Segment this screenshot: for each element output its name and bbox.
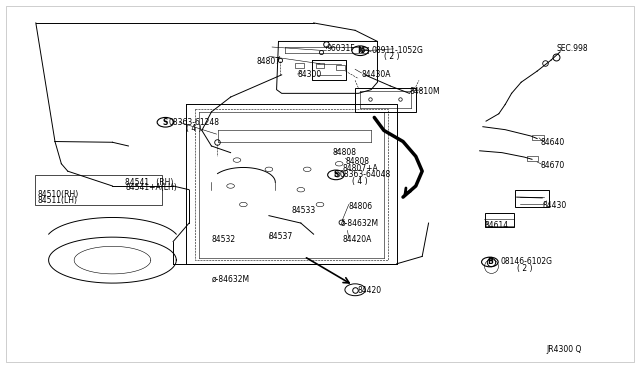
Bar [484, 213, 514, 227]
Text: 96031F: 96031F [326, 44, 355, 53]
Text: ( 4 ): ( 4 ) [186, 124, 202, 133]
Text: 84537: 84537 [269, 231, 293, 241]
Bar [527, 156, 538, 161]
Text: 84430: 84430 [542, 201, 566, 210]
Text: 84420A: 84420A [342, 235, 372, 244]
Text: 84541   (RH): 84541 (RH) [125, 178, 173, 187]
Text: N: N [357, 46, 364, 55]
Text: 84640: 84640 [540, 138, 564, 147]
Text: JR4300 Q: JR4300 Q [547, 345, 582, 354]
Text: 84806: 84806 [349, 202, 373, 211]
Bar [316, 62, 324, 68]
Text: 84541+A(LH): 84541+A(LH) [125, 183, 177, 192]
Text: 84670: 84670 [540, 161, 564, 170]
Text: S: S [333, 170, 339, 179]
Text: 84533: 84533 [291, 206, 316, 215]
Bar [336, 65, 345, 70]
Text: 84300: 84300 [298, 70, 322, 79]
Text: 84420: 84420 [357, 286, 381, 295]
Text: 08363-61248: 08363-61248 [168, 118, 219, 127]
Text: B: B [487, 257, 493, 266]
Text: 84430A: 84430A [362, 70, 391, 79]
Text: 84807+A: 84807+A [342, 164, 378, 173]
Bar [355, 88, 416, 112]
Text: 84810M: 84810M [410, 87, 440, 96]
Text: 08363-64048: 08363-64048 [339, 170, 390, 179]
Text: 84510(RH): 84510(RH) [38, 190, 79, 199]
Text: 84808: 84808 [346, 157, 369, 166]
Text: 08146-6102G: 08146-6102G [500, 257, 553, 266]
Text: SEC.998: SEC.998 [556, 44, 588, 53]
Text: ( 4 ): ( 4 ) [352, 177, 367, 186]
Text: ð-84632M: ð-84632M [340, 219, 379, 228]
Text: 84511(LH): 84511(LH) [38, 196, 77, 205]
Bar [295, 62, 304, 68]
Text: 84614: 84614 [484, 221, 508, 230]
Text: 08911-1052G: 08911-1052G [371, 46, 423, 55]
Text: 84808: 84808 [333, 148, 356, 157]
Text: ( 2 ): ( 2 ) [516, 264, 532, 273]
Text: S: S [163, 118, 168, 127]
Bar [532, 135, 543, 140]
Text: 84532: 84532 [211, 235, 236, 244]
Text: ø-84632M: ø-84632M [211, 275, 250, 284]
Text: ( 2 ): ( 2 ) [384, 52, 399, 61]
Text: 84807: 84807 [256, 57, 280, 66]
